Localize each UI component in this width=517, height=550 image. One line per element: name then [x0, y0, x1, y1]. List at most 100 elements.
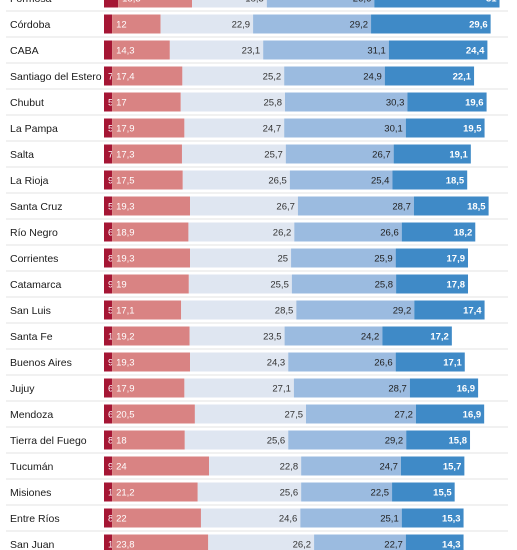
- bar-segment: [181, 144, 286, 164]
- data-label: 5: [108, 202, 113, 213]
- category-label: San Juan: [10, 539, 55, 550]
- bar-segment: [288, 430, 407, 450]
- chart-row: Jujuy6,117,927,128,716,9: [6, 378, 508, 402]
- chart-row: Buenos Aires9,119,324,326,617,1: [6, 352, 508, 376]
- bar-segment: [112, 326, 190, 346]
- bar-segment: [104, 0, 119, 8]
- category-label: Santiago del Estero: [10, 71, 102, 83]
- data-label: 23,5: [263, 332, 282, 343]
- bar-segment: [374, 0, 500, 8]
- bar-segment: [112, 430, 185, 450]
- data-label: 18,5: [446, 176, 465, 187]
- chart-row: Entre Ríos8,82224,625,115,3: [6, 508, 508, 532]
- bar-segment: [112, 222, 189, 242]
- data-label: 22,7: [384, 540, 403, 550]
- bar-segment: [192, 0, 267, 8]
- bar-segment: [405, 534, 464, 550]
- data-label: 19,3: [116, 254, 135, 265]
- bar-segment: [401, 508, 464, 528]
- data-label: 24,6: [279, 514, 298, 525]
- data-label: 29,2: [350, 20, 369, 31]
- category-label: Formosa: [10, 0, 52, 5]
- bar-segment: [112, 14, 161, 34]
- data-label: 25,8: [375, 280, 394, 291]
- data-label: 27,1: [272, 384, 291, 395]
- bar-segment: [184, 118, 285, 138]
- data-label: 25,9: [374, 254, 393, 265]
- bar-segment: [384, 66, 475, 86]
- data-label: 25,1: [380, 514, 399, 525]
- bar-segment: [208, 534, 315, 550]
- bar-segment: [104, 274, 113, 294]
- bar-segment: [104, 144, 113, 164]
- data-label: 29,2: [385, 436, 404, 447]
- bar-segment: [406, 430, 471, 450]
- bar-segment: [112, 482, 198, 502]
- data-label: 16,9: [463, 410, 482, 421]
- category-label: Buenos Aires: [10, 357, 72, 369]
- data-label: 17,5: [116, 176, 135, 187]
- category-label: Santa Fe: [10, 331, 53, 343]
- data-label: 22,1: [453, 72, 472, 83]
- data-label: 25,7: [264, 150, 283, 161]
- data-label: 26,6: [374, 358, 393, 369]
- chart-row: La Rioja9,517,526,525,418,5: [6, 170, 508, 194]
- bar-segment: [112, 534, 209, 550]
- category-label: Entre Ríos: [10, 513, 60, 525]
- bar-segment: [289, 170, 393, 190]
- data-label: 28,7: [388, 384, 407, 395]
- data-label: 14,3: [442, 540, 461, 550]
- bar-segment: [284, 66, 385, 86]
- data-label: 22,9: [232, 20, 251, 31]
- data-label: 28,7: [392, 202, 411, 213]
- bar-segment: [414, 300, 485, 320]
- data-label: 15,3: [442, 514, 461, 525]
- bar-segment: [104, 378, 113, 398]
- chart-row: Catamarca9,21925,525,817,8: [6, 274, 508, 298]
- bar-segment: [194, 404, 306, 424]
- bar-segment: [181, 300, 297, 320]
- data-label: 29,6: [469, 20, 488, 31]
- data-label: 17,9: [116, 124, 135, 135]
- category-label: Salta: [10, 149, 34, 161]
- bar-segment: [180, 92, 285, 112]
- data-label: 15,8: [449, 436, 468, 447]
- bar-segment: [182, 66, 285, 86]
- data-label: 19: [116, 280, 127, 291]
- bar-segment: [396, 274, 469, 294]
- data-label: 22: [116, 514, 127, 525]
- data-label: 18: [116, 436, 127, 447]
- chart-row: CABA 14,3 23,1 31,1 24,4: [6, 40, 508, 64]
- data-label: 26,7: [276, 202, 295, 213]
- bar-segment: [182, 170, 290, 190]
- bar-segment: [112, 248, 191, 268]
- category-label: Corrientes: [10, 253, 58, 265]
- bar-segment: [104, 196, 113, 216]
- category-label: Córdoba: [10, 19, 50, 31]
- bar-segment: [209, 456, 302, 476]
- category-label: Tierra del Fuego: [10, 435, 87, 447]
- data-label: 24,3: [267, 358, 286, 369]
- data-label: 26,2: [273, 228, 292, 239]
- bar-segment: [284, 326, 383, 346]
- bar-segment: [266, 0, 375, 8]
- bar-segment: [293, 378, 410, 398]
- bar-segment: [112, 378, 185, 398]
- data-label: 25,5: [270, 280, 289, 291]
- bar-segment: [392, 482, 455, 502]
- data-label: 19,3: [116, 202, 135, 213]
- bar-segment: [112, 118, 185, 138]
- bar-segment: [393, 144, 471, 164]
- category-label: Río Negro: [10, 227, 58, 239]
- category-label: Misiones: [10, 487, 51, 499]
- bar-segment: [395, 352, 465, 372]
- data-label: 27,5: [285, 410, 304, 421]
- bar-segment: [190, 248, 292, 268]
- data-label: 14,3: [116, 46, 135, 57]
- bar-segment: [112, 508, 201, 528]
- bar-segment: [314, 534, 406, 550]
- data-label: 26,2: [293, 540, 312, 550]
- bar-segment: [104, 534, 113, 550]
- data-label: 15,5: [433, 488, 452, 499]
- bar-segment: [400, 456, 465, 476]
